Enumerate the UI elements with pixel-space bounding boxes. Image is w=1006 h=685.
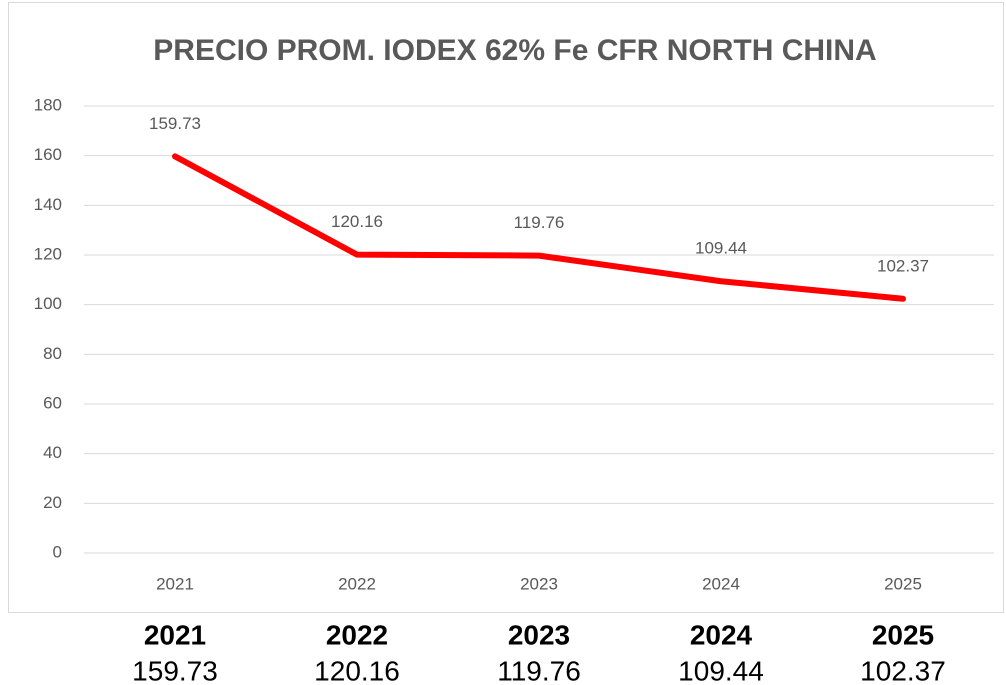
data-line: [172, 153, 906, 302]
y-tick-label: 0: [53, 542, 62, 561]
table-year: 2022: [326, 619, 388, 650]
data-label: 109.44: [695, 239, 747, 258]
x-tick-label: 2024: [702, 574, 740, 593]
y-tick-label: 180: [34, 95, 62, 114]
data-label: 159.73: [149, 114, 201, 133]
chart-title: PRECIO PROM. IODEX 62% Fe CFR NORTH CHIN…: [153, 34, 876, 67]
y-tick-label: 140: [34, 195, 62, 214]
x-tick-label: 2022: [338, 574, 376, 593]
data-label: 120.16: [331, 212, 383, 231]
table-value: 120.16: [314, 655, 400, 685]
y-tick-label: 120: [34, 244, 62, 263]
x-tick-label: 2025: [884, 574, 922, 593]
y-tick-label: 80: [43, 344, 62, 363]
table-year: 2024: [690, 619, 753, 650]
x-tick-label: 2021: [156, 574, 194, 593]
y-tick-label: 20: [43, 493, 62, 512]
data-label: 102.37: [877, 256, 929, 275]
y-tick-label: 160: [34, 145, 62, 164]
table-year: 2023: [508, 619, 570, 650]
y-tick-label: 40: [43, 443, 62, 462]
y-tick-label: 100: [34, 294, 62, 313]
table-value: 102.37: [860, 655, 946, 685]
x-tick-label: 2023: [520, 574, 558, 593]
table-value: 159.73: [132, 655, 218, 685]
table-year: 2021: [144, 619, 206, 650]
chart-frame: [8, 2, 1004, 613]
y-tick-label: 60: [43, 393, 62, 412]
table-value: 109.44: [678, 655, 764, 685]
table-year: 2025: [872, 619, 934, 650]
table-value: 119.76: [497, 655, 581, 685]
data-label: 119.76: [514, 213, 565, 232]
